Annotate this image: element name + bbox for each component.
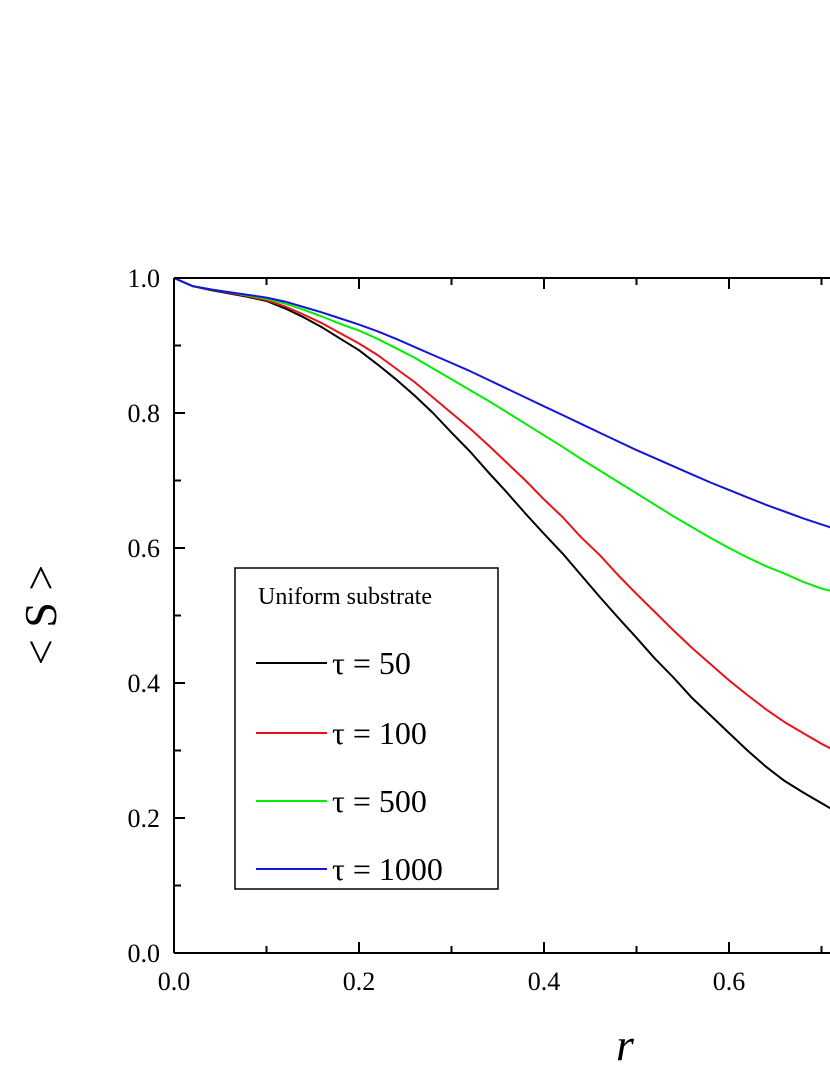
legend-label: τ = 100 xyxy=(332,715,427,751)
axis-ticks xyxy=(173,277,823,954)
y-tick-label: 0.6 xyxy=(128,534,161,563)
plot-frame xyxy=(173,277,830,954)
legend-items: τ = 50 τ = 100 τ = 500 τ = 1000 xyxy=(256,645,443,887)
y-tick-label: 0.2 xyxy=(128,804,161,833)
legend-label: τ = 1000 xyxy=(332,851,443,887)
tick-labels: 0.0 0.2 0.4 0.6 0.0 0.2 0.4 0.6 0.8 1.0 xyxy=(128,264,746,996)
y-tick-label: 0.0 xyxy=(128,939,161,968)
x-tick-label: 0.0 xyxy=(158,967,191,996)
series-lines xyxy=(173,277,830,810)
x-tick-label: 0.4 xyxy=(528,967,561,996)
x-axis-title: r xyxy=(616,1019,635,1070)
series-line-4 xyxy=(173,277,830,529)
legend-label: τ = 500 xyxy=(332,783,427,819)
series-line-3 xyxy=(173,277,830,592)
x-tick-label: 0.2 xyxy=(343,967,376,996)
y-tick-label: 0.8 xyxy=(128,399,161,428)
legend-title: Uniform substrate xyxy=(258,584,432,610)
x-tick-label: 0.6 xyxy=(713,967,746,996)
series-line-1 xyxy=(173,277,830,810)
y-tick-label: 1.0 xyxy=(128,264,161,293)
y-tick-label: 0.4 xyxy=(128,669,161,698)
legend-label: τ = 50 xyxy=(332,645,411,681)
series-line-2 xyxy=(173,277,830,750)
y-axis-title: < S > xyxy=(15,565,66,665)
legend-box xyxy=(234,567,499,890)
